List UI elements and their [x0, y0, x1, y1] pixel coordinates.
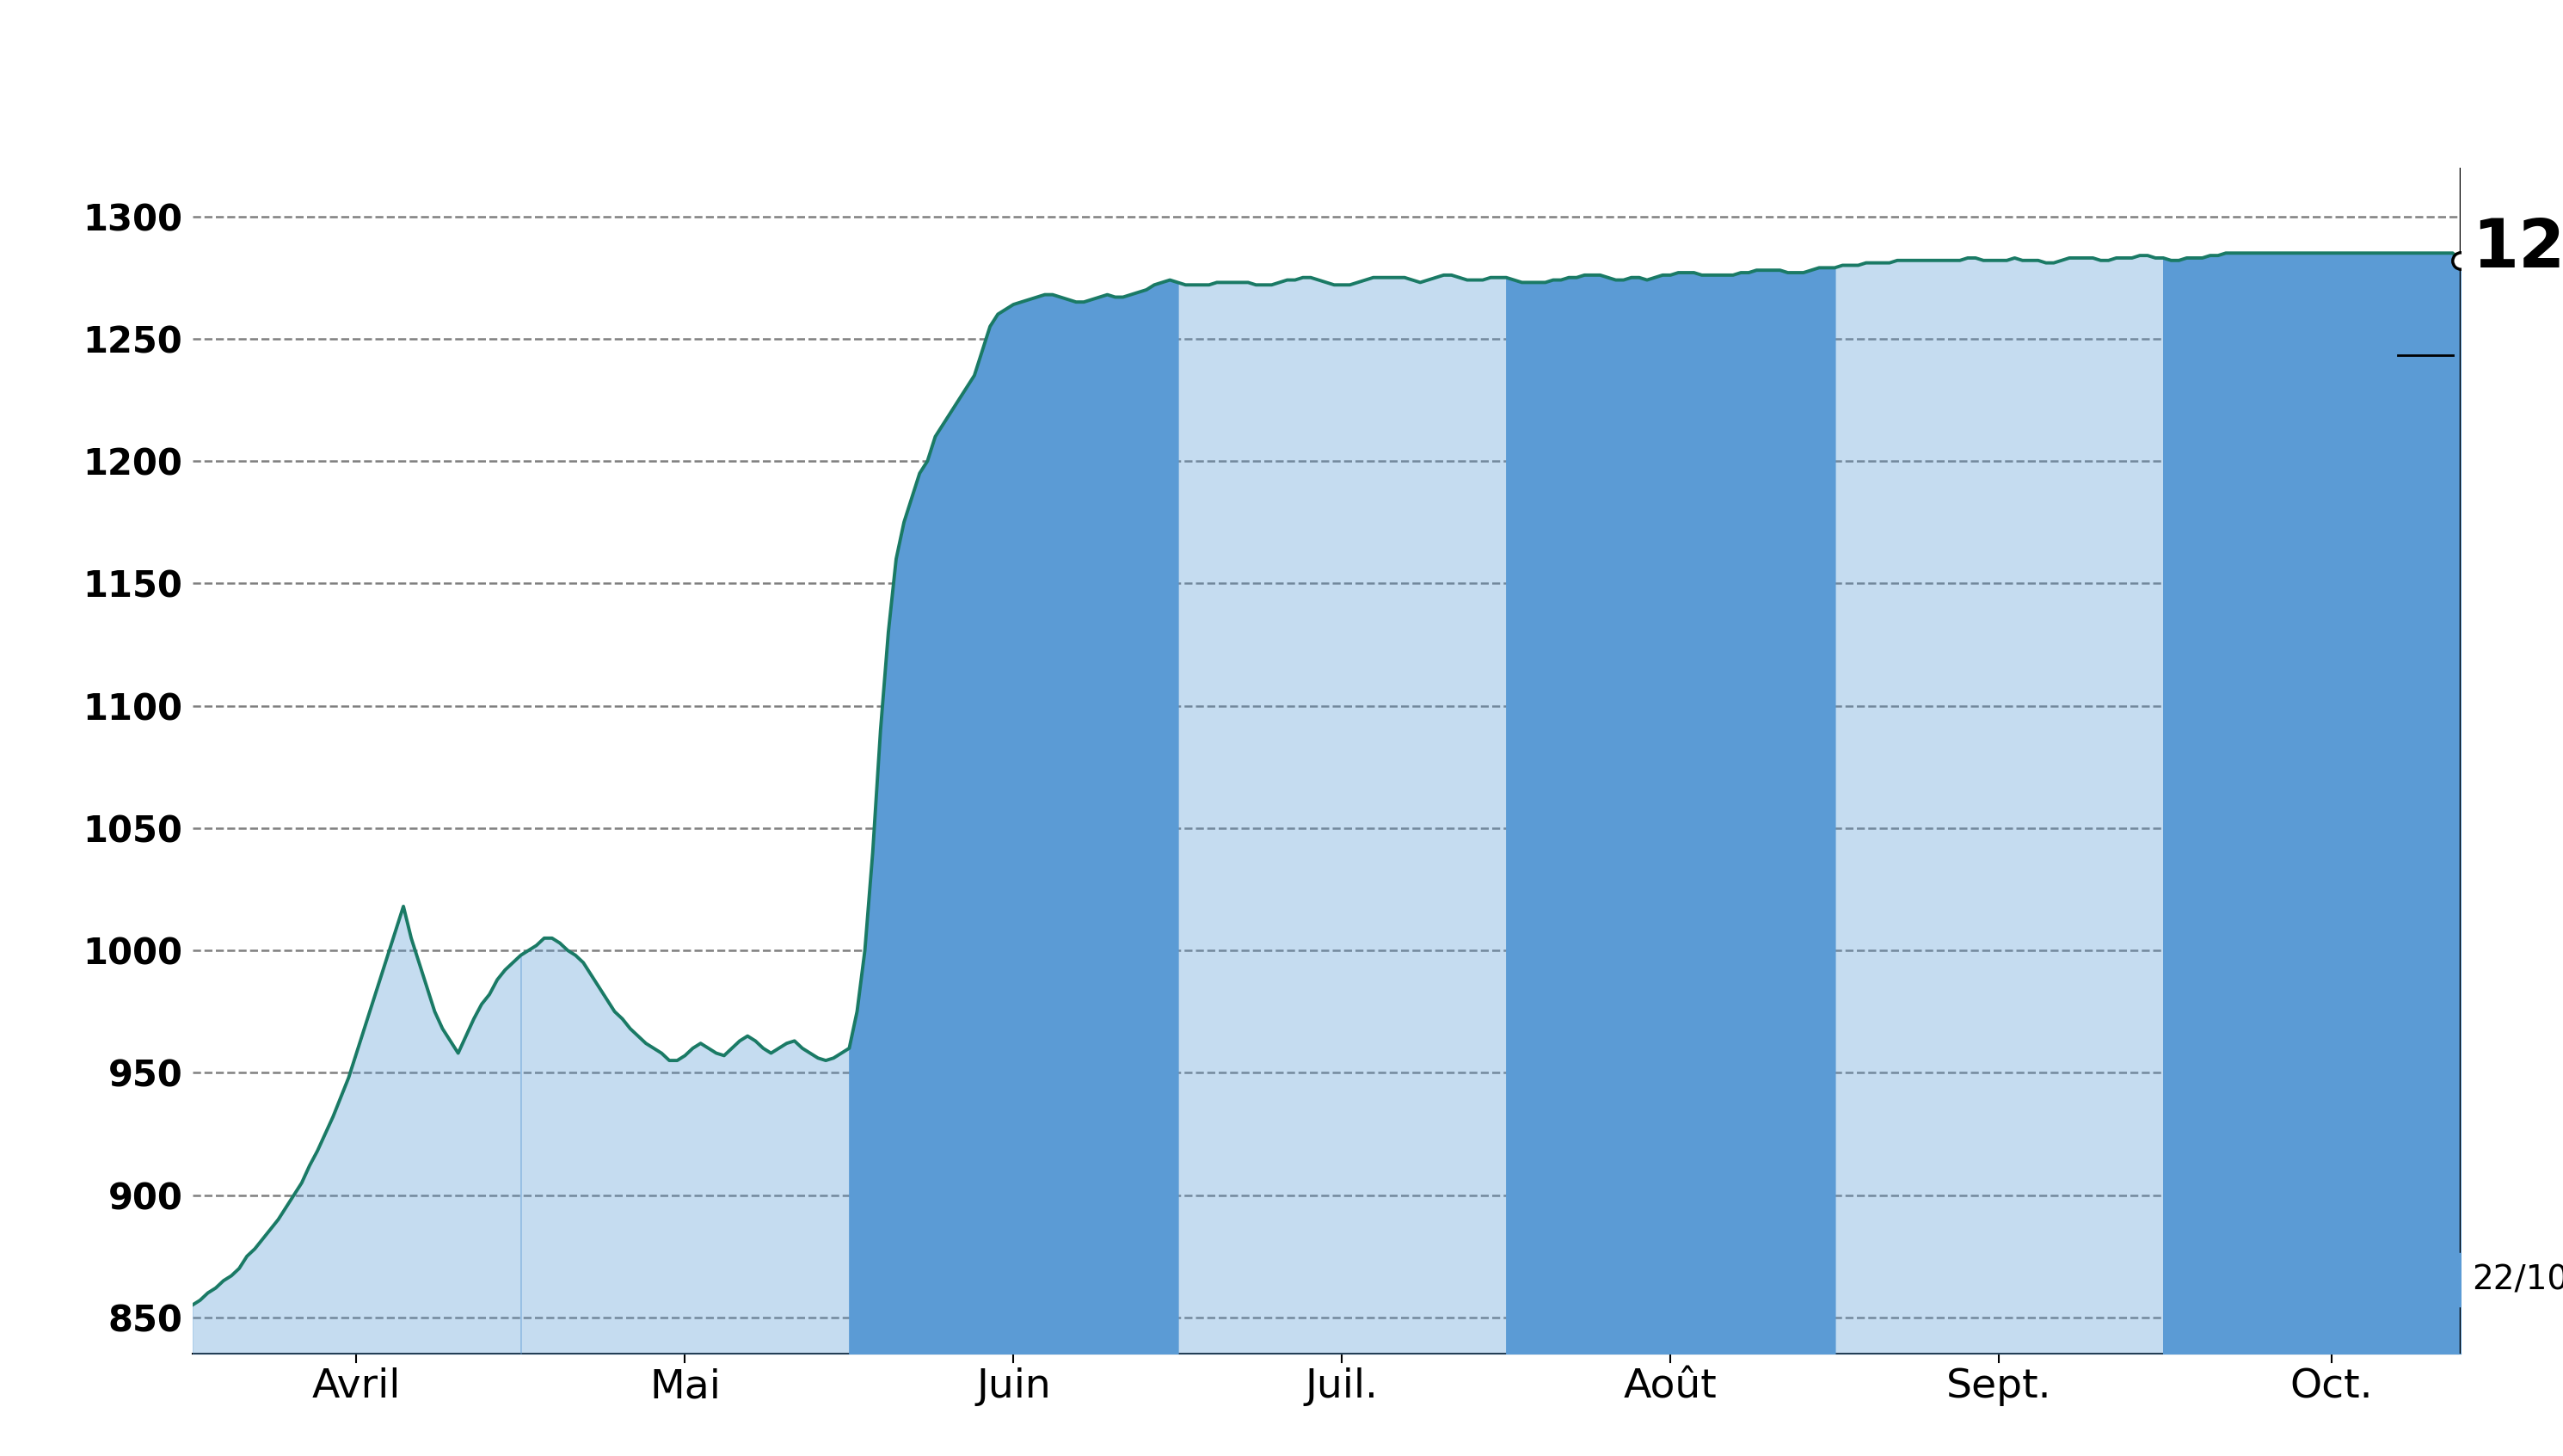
Bar: [1179, 167, 1507, 1354]
Bar: [520, 167, 848, 1354]
Text: 1282: 1282: [2473, 215, 2563, 281]
Bar: [2450, 1254, 2550, 1306]
Text: 22/10: 22/10: [2473, 1264, 2563, 1296]
Bar: [1835, 167, 2163, 1354]
Bar: [192, 167, 520, 1354]
Text: Britvic PLC: Britvic PLC: [989, 31, 1574, 122]
